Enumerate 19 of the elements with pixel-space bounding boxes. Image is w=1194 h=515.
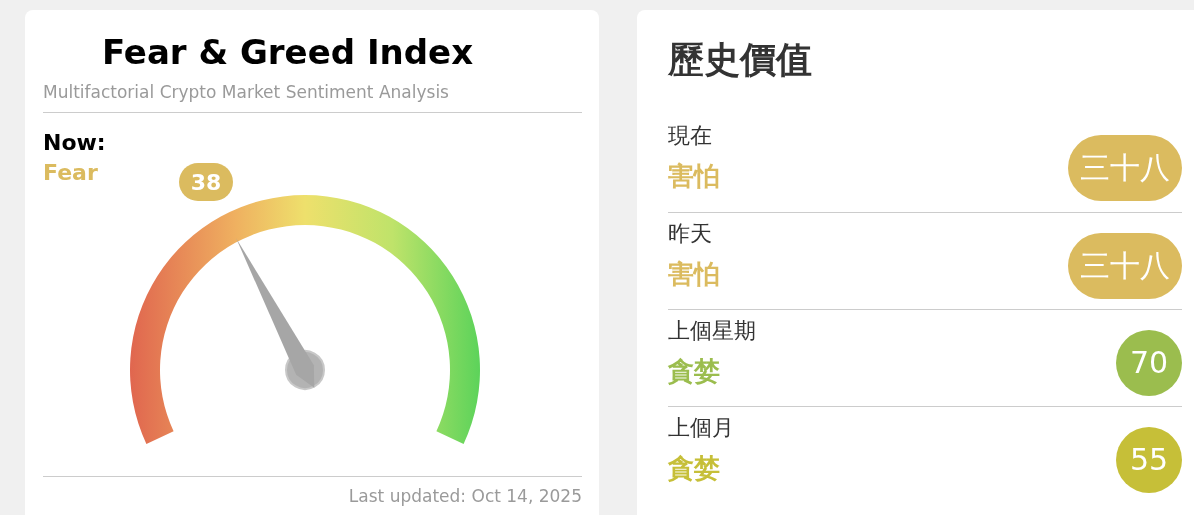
text: Multifactorial Crypto Market Sentiment Analysis (43, 82, 449, 102)
text: 歷史價值 (668, 38, 812, 82)
text: 三十八 (1080, 150, 1170, 185)
text: Last updated: Oct 14, 2025 (348, 486, 582, 506)
category-label: 昨天 (668, 220, 712, 248)
data-label: 38 (190, 169, 222, 195)
text: 貪婪 (668, 452, 720, 485)
category-label: 上個星期 (668, 317, 756, 345)
text: 貪婪 (668, 355, 720, 388)
text: Fear (43, 160, 98, 185)
text: 害怕 (668, 258, 720, 291)
text: Fear & Greed Index (102, 32, 474, 72)
category-label: 現在 (668, 122, 712, 150)
text: 害怕 (668, 160, 720, 193)
text: 70 (1129, 345, 1169, 380)
category-label: 上個月 (668, 414, 734, 442)
text: 三十八 (1080, 248, 1170, 283)
text: 55 (1129, 442, 1169, 477)
text: Now: (43, 130, 106, 155)
